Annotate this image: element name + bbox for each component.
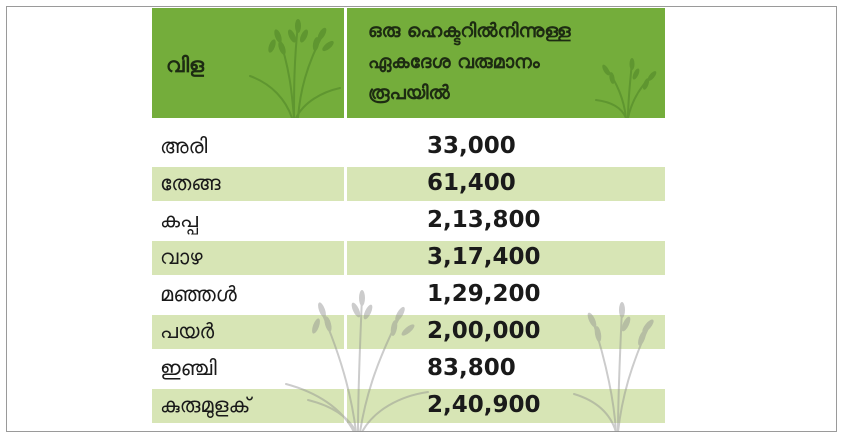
table-row: കപ്പ 2,13,800 [152,204,665,238]
crop-name: മഞ്ഞൾ [160,282,237,306]
income-value: 2,13,800 [427,207,541,233]
header-divider [344,8,347,118]
crop-name: കുരുമുളക് [160,393,251,417]
table-row: വാഴ 3,17,400 [152,241,665,275]
table-row: അരി 33,000 [152,130,665,164]
paddy-stalk-icon [249,19,341,118]
income-value: 83,800 [427,355,516,381]
table-row: ഇഞ്ചി 83,800 [152,352,665,386]
column-divider [344,278,347,312]
table-header: വിള ഒരു ഹെക്ടറിൽനിന്നുള്ള ഏകദേശ വരുമാനം … [152,8,665,118]
table-body: അരി 33,000 തേങ്ങ 61,400 കപ്പ 2,13,800 വാ… [152,130,665,426]
income-header-line: രൂപയിൽ [368,82,450,104]
income-value: 1,29,200 [427,281,541,307]
income-header-line: ഒരു ഹെക്ടറിൽനിന്നുള്ള [368,20,571,42]
income-value: 2,40,900 [427,392,541,418]
column-divider [344,389,347,423]
table-row: തേങ്ങ 61,400 [152,167,665,201]
income-header-line: ഏകദേശ വരുമാനം [368,51,540,73]
income-column-header: ഒരു ഹെക്ടറിൽനിന്നുള്ള ഏകദേശ വരുമാനം രൂപയ… [368,16,653,109]
crop-name: അരി [160,134,208,158]
income-value: 2,00,000 [427,318,541,344]
column-divider [344,315,347,349]
income-value: 33,000 [427,133,516,159]
column-divider [344,241,347,275]
crop-column-header: വിള [166,53,204,77]
crop-name: ഇഞ്ചി [160,356,217,380]
crop-name: തേങ്ങ [160,171,221,195]
income-value: 61,400 [427,170,516,196]
crop-name: പയർ [160,319,215,343]
table-row: കുരുമുളക് 2,40,900 [152,389,665,423]
column-divider [344,130,347,164]
income-table: വിള ഒരു ഹെക്ടറിൽനിന്നുള്ള ഏകദേശ വരുമാനം … [152,8,665,432]
crop-name: വാഴ [160,245,203,269]
crop-name: കപ്പ [160,208,198,232]
table-row: പയർ 2,00,000 [152,315,665,349]
table-row: മഞ്ഞൾ 1,29,200 [152,278,665,312]
column-divider [344,204,347,238]
column-divider [344,352,347,386]
income-value: 3,17,400 [427,244,541,270]
column-divider [344,167,347,201]
